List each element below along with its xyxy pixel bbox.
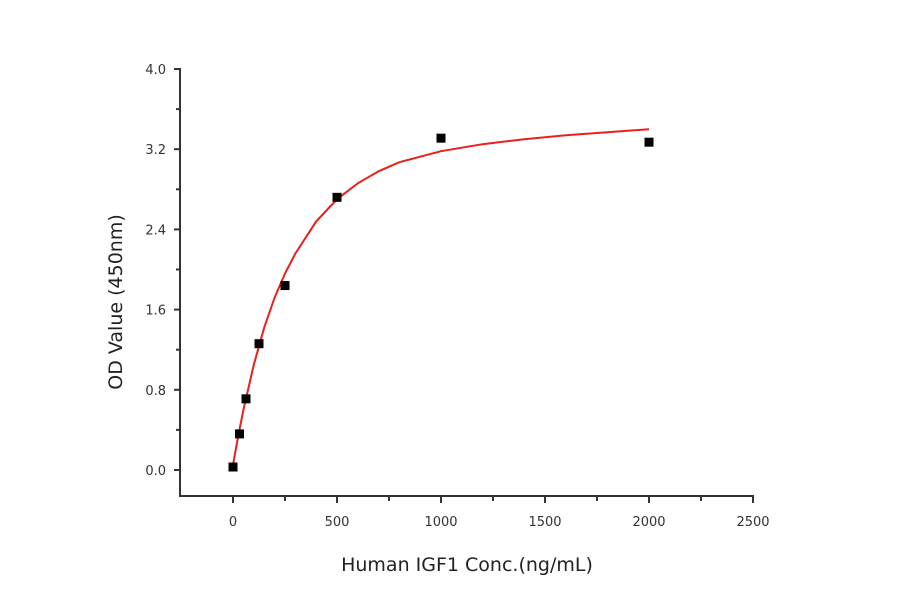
- y-tick-label: 0.8: [145, 384, 166, 399]
- y-tick-label: 4.0: [145, 63, 166, 78]
- x-ticks: 0 500 1000 1500 2000 2500: [229, 496, 770, 530]
- x-axis-title: Human IGF1 Conc.(ng/mL): [341, 554, 593, 576]
- x-tick-label: 0: [229, 515, 237, 530]
- data-point: [235, 429, 244, 439]
- x-tick-label: 500: [325, 515, 350, 530]
- axes: [179, 68, 754, 497]
- x-tick-label: 1000: [424, 515, 457, 530]
- data-point: [254, 339, 264, 349]
- y-tick-label: 0.0: [145, 464, 166, 479]
- data-point: [241, 394, 251, 404]
- y-tick-label: 2.4: [145, 223, 166, 238]
- data-points: [228, 133, 654, 472]
- data-point: [436, 133, 446, 143]
- y-tick-label: 1.6: [145, 304, 166, 319]
- x-tick-label: 1500: [528, 515, 561, 530]
- data-point: [228, 462, 238, 472]
- x-tick-label: 2000: [632, 515, 665, 530]
- data-point: [332, 192, 342, 202]
- y-tick-label: 3.2: [145, 143, 166, 158]
- fitted-curve: [232, 128, 650, 466]
- data-point: [644, 137, 654, 147]
- x-tick-label: 2500: [736, 515, 769, 530]
- y-axis-title: OD Value (450nm): [105, 214, 127, 389]
- data-point: [280, 281, 290, 291]
- y-ticks: 0.0 0.8 1.6 2.4 3.2 4.0: [145, 63, 180, 479]
